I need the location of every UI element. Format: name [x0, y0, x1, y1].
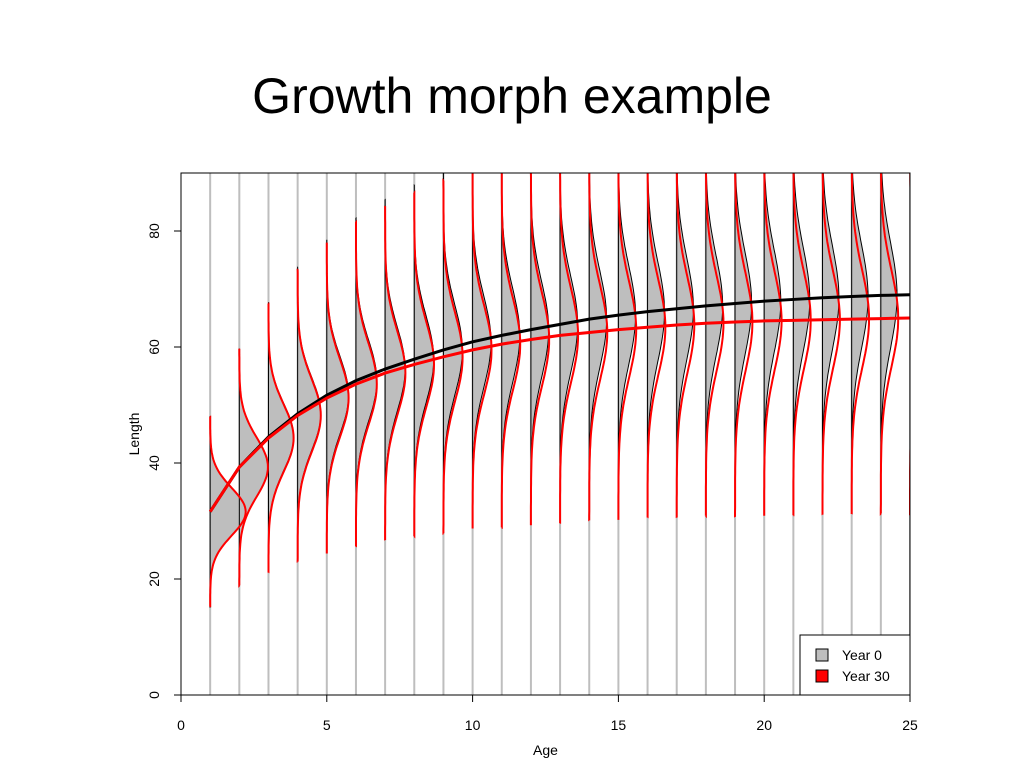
x-tick-label: 25	[902, 717, 918, 733]
y-tick-label: 40	[146, 455, 162, 471]
growth-curve	[208, 316, 910, 513]
density	[909, 173, 910, 516]
y-tick-label: 0	[146, 691, 162, 699]
x-tick-label: 10	[465, 717, 481, 733]
density	[296, 268, 322, 563]
density	[588, 173, 609, 522]
x-tick-label: 5	[323, 717, 331, 733]
legend-swatch	[815, 648, 829, 662]
x-tick-label: 0	[177, 717, 185, 733]
density	[238, 348, 269, 588]
density	[413, 190, 436, 539]
density	[209, 415, 247, 608]
y-axis-label: Length	[126, 413, 142, 456]
density	[384, 205, 407, 541]
y-tick-label: 20	[146, 571, 162, 587]
density	[529, 173, 551, 526]
y-tick-label: 60	[146, 339, 162, 355]
legend-box	[799, 634, 911, 696]
legend-swatch	[815, 669, 829, 683]
plot-area	[208, 173, 910, 695]
y-tick-label: 80	[146, 223, 162, 239]
density	[471, 173, 493, 529]
axes: 0 5 10 15 20 25 0 20 40 60 80 Age Length Year 0 Year 3…	[126, 172, 918, 758]
density	[355, 220, 378, 548]
legend-label: Year 0	[842, 647, 882, 663]
x-tick-label: 15	[611, 717, 627, 733]
x-tick-label: 20	[756, 717, 772, 733]
plot-frame	[180, 172, 911, 696]
density	[909, 173, 910, 504]
density	[238, 348, 269, 587]
density	[559, 173, 580, 525]
x-axis-label: Age	[533, 742, 558, 758]
growth-curve	[208, 293, 910, 513]
density	[500, 173, 522, 530]
density	[325, 242, 350, 554]
legend-label: Year 30	[842, 668, 890, 684]
density	[442, 178, 464, 535]
density	[267, 302, 295, 574]
chart-title: Growth morph example	[252, 68, 772, 124]
